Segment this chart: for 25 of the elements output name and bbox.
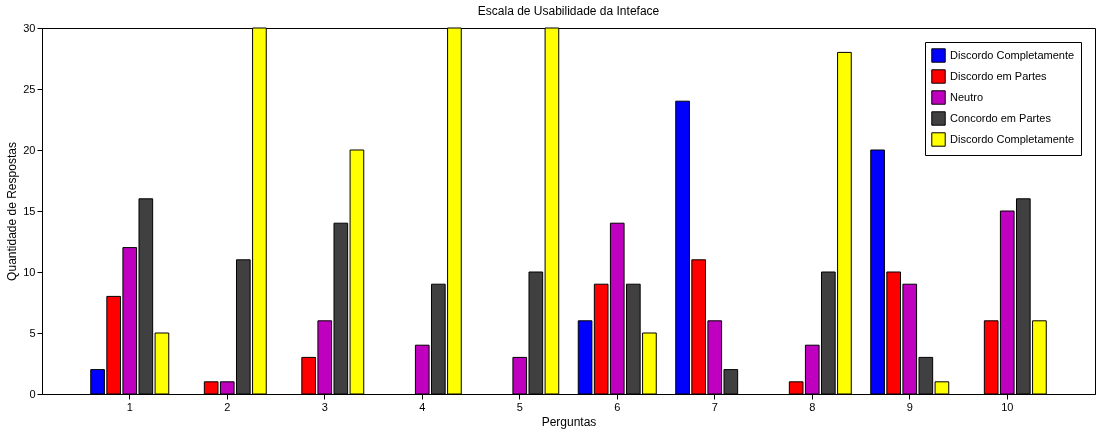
x-tick-label: 8 xyxy=(809,400,816,413)
legend-label: Discordo em Partes xyxy=(950,69,1048,82)
x-tick-label: 7 xyxy=(711,400,718,413)
legend-label: Discordo Completamente xyxy=(950,48,1075,61)
x-tick-label: 10 xyxy=(1001,400,1014,413)
y-tick-label: 5 xyxy=(29,326,36,339)
legend-label: Neutro xyxy=(950,90,984,103)
x-axis-title: Perguntas xyxy=(541,414,597,429)
y-tick-label: 25 xyxy=(23,82,36,95)
x-tick-label: 5 xyxy=(516,400,523,413)
x-tick-label: 2 xyxy=(224,400,231,413)
chart-title: Escala de Usabilidade da Inteface xyxy=(477,4,660,18)
y-tick-label: 0 xyxy=(29,387,36,400)
x-tick-label: 9 xyxy=(906,400,913,413)
x-tick-label: 6 xyxy=(614,400,621,413)
y-tick-label: 15 xyxy=(23,204,36,217)
x-tick-label: 4 xyxy=(419,400,426,413)
legend-label: Concordo em Partes xyxy=(950,111,1052,124)
y-tick-label: 10 xyxy=(23,265,36,278)
y-tick-label: 20 xyxy=(23,143,36,156)
legend-label: Discordo Completamente xyxy=(950,132,1075,145)
x-tick-label: 3 xyxy=(321,400,328,413)
y-axis-title: Quantidade de Respostas xyxy=(5,142,20,281)
x-tick-label: 1 xyxy=(126,400,133,413)
y-tick-label: 30 xyxy=(23,21,36,34)
